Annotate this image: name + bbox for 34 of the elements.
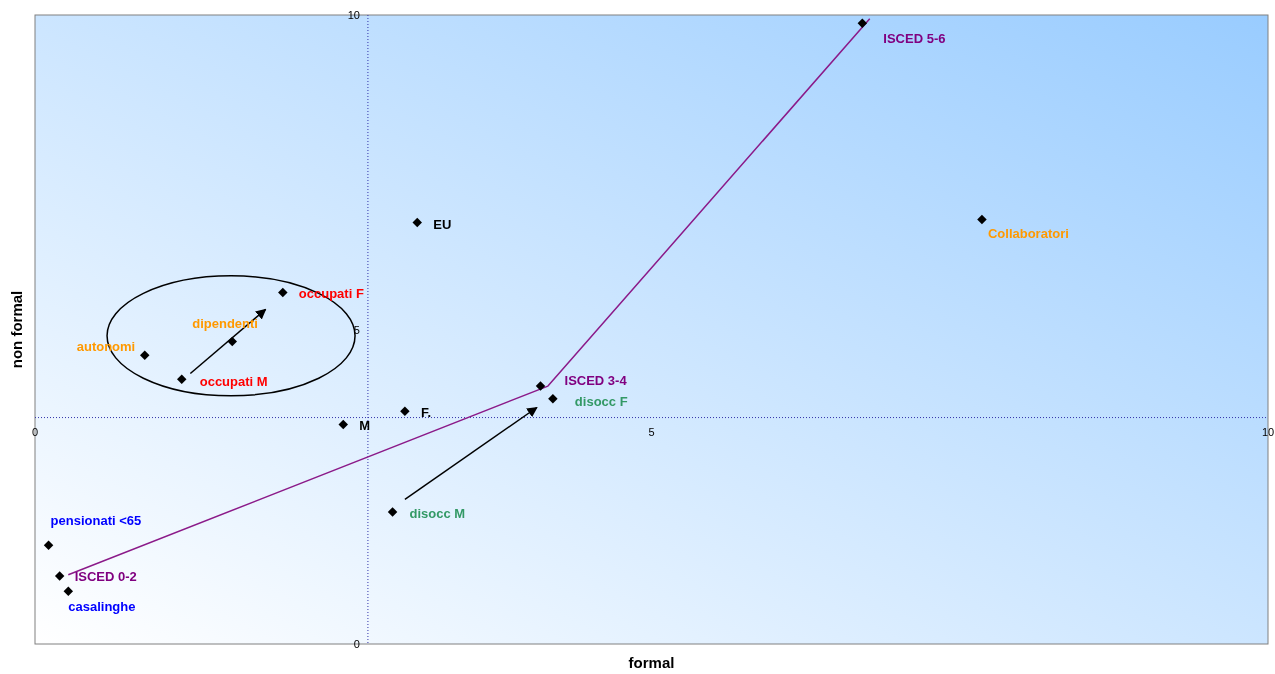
x-tick-label: 5: [648, 425, 655, 438]
annotation: pensionati <65: [50, 513, 142, 529]
x-tick-label: 0: [31, 425, 39, 438]
y-tick-label: 10: [347, 9, 360, 21]
annotation: disocc F: [574, 393, 628, 409]
point: [535, 381, 546, 391]
point: [548, 393, 558, 404]
y-axis-title: non formal: [8, 290, 25, 369]
annotation: casalinghe: [68, 599, 136, 615]
annotation: F.: [420, 405, 432, 421]
annotation: occupati M: [199, 374, 268, 390]
annotation: disocc M: [409, 505, 466, 521]
point: [338, 419, 348, 430]
point: [977, 214, 987, 225]
annotation: Collaboratori: [987, 226, 1069, 242]
point: [227, 336, 238, 347]
annotation: M: [359, 418, 371, 434]
annotation: ISCED 5-6: [883, 31, 946, 47]
point: [412, 217, 422, 228]
annotation: ISCED 3-4: [564, 373, 628, 389]
point: [176, 374, 187, 384]
point: [139, 350, 150, 361]
annotation: ISCED 0-2: [74, 569, 137, 585]
y-tick-label: 0: [353, 638, 360, 650]
annotation: EU: [433, 216, 452, 232]
point: [387, 507, 398, 517]
point: [278, 287, 288, 298]
point: [54, 571, 65, 581]
point: [400, 406, 410, 417]
point: [43, 540, 54, 550]
x-tick-label: 10: [1261, 425, 1275, 438]
point: [63, 586, 74, 596]
x-axis-title: formal: [628, 654, 675, 671]
point: [857, 18, 868, 28]
